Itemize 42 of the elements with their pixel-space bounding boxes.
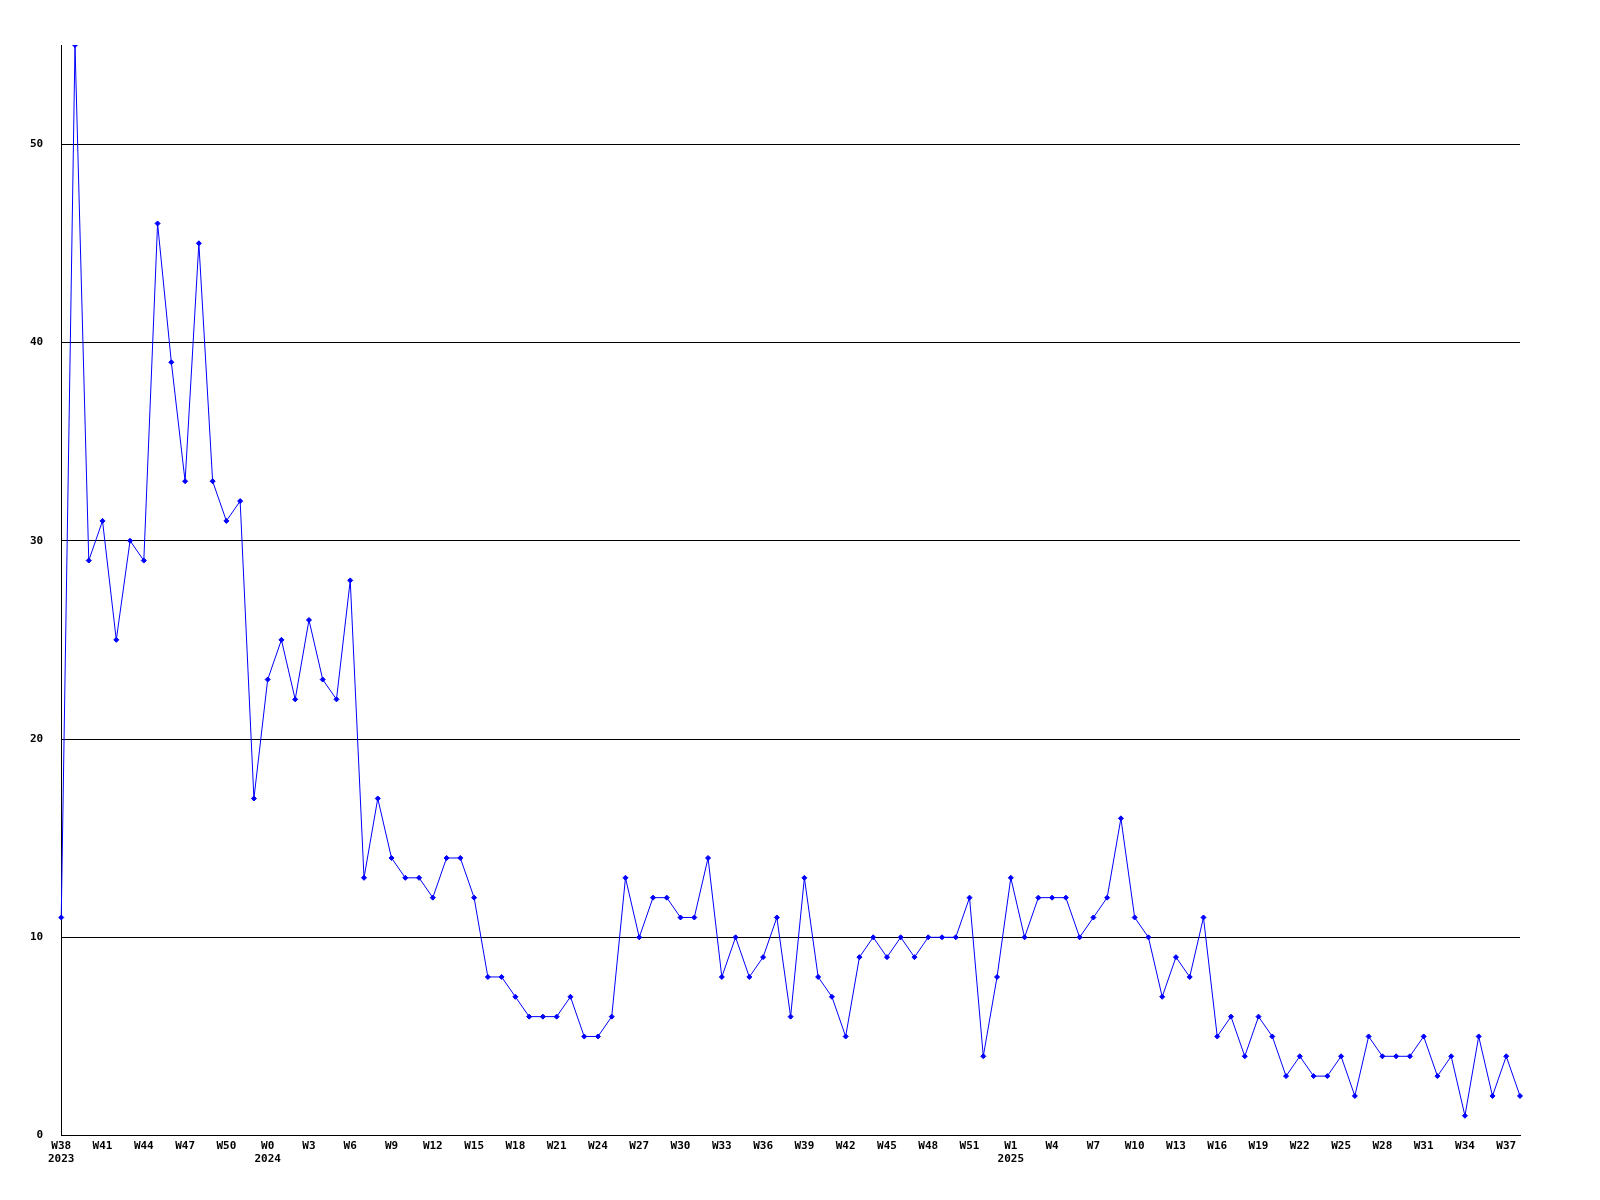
x-tick-label: W6 <box>343 1139 358 1153</box>
x-tick-label: W24 <box>588 1139 609 1153</box>
x-tick-label: W0 2024 <box>254 1139 282 1166</box>
x-tick-label: W10 <box>1124 1139 1145 1153</box>
y-tick-label: 30 <box>30 533 44 547</box>
x-tick-label: W9 <box>384 1139 399 1153</box>
x-tick-label: W27 <box>629 1139 650 1153</box>
x-tick-label: W39 <box>794 1139 815 1153</box>
x-tick-label: W30 <box>670 1139 691 1153</box>
x-tick-label: W19 <box>1248 1139 1269 1153</box>
x-tick-label: W33 <box>711 1139 732 1153</box>
x-tick-label: W31 <box>1413 1139 1434 1153</box>
x-tick-label: W47 <box>175 1139 196 1153</box>
x-tick-label: W21 <box>546 1139 567 1153</box>
x-tick-label: W48 <box>918 1139 939 1153</box>
x-tick-label: W37 <box>1496 1139 1517 1153</box>
x-tick-label: W45 <box>877 1139 897 1153</box>
y-tick-label: 10 <box>30 930 44 944</box>
x-tick-label: W22 <box>1289 1139 1310 1153</box>
x-tick-label: W36 <box>753 1139 774 1153</box>
x-tick-label: W34 <box>1455 1139 1476 1153</box>
x-tick-label: W41 <box>92 1139 113 1153</box>
y-tick-label: 50 <box>30 137 44 150</box>
x-tick-label: W51 <box>959 1139 980 1153</box>
x-tick-label: W13 <box>1166 1139 1186 1153</box>
x-tick-label: W7 <box>1086 1139 1101 1153</box>
x-tick-label: W44 <box>133 1139 155 1153</box>
x-tick-label: W18 <box>505 1139 526 1153</box>
y-tick-label: 40 <box>30 335 44 349</box>
x-tick-label: W1 2025 <box>997 1139 1025 1166</box>
y-tick-label: 0 <box>36 1128 44 1142</box>
x-tick-label: W12 <box>422 1139 443 1153</box>
x-tick-label: W25 <box>1331 1139 1352 1153</box>
x-tick-label: W4 <box>1045 1139 1060 1153</box>
x-tick-label: W15 <box>464 1139 485 1153</box>
x-tick-label: W42 <box>835 1139 856 1153</box>
x-tick-label: W38 2023 <box>48 1139 75 1166</box>
x-tick-label: W16 <box>1207 1139 1228 1153</box>
y-tick-label: 20 <box>30 731 44 745</box>
x-tick-label: W50 <box>216 1139 237 1153</box>
x-tick-label: W3 <box>302 1139 316 1153</box>
x-tick-label: W28 <box>1372 1139 1393 1153</box>
